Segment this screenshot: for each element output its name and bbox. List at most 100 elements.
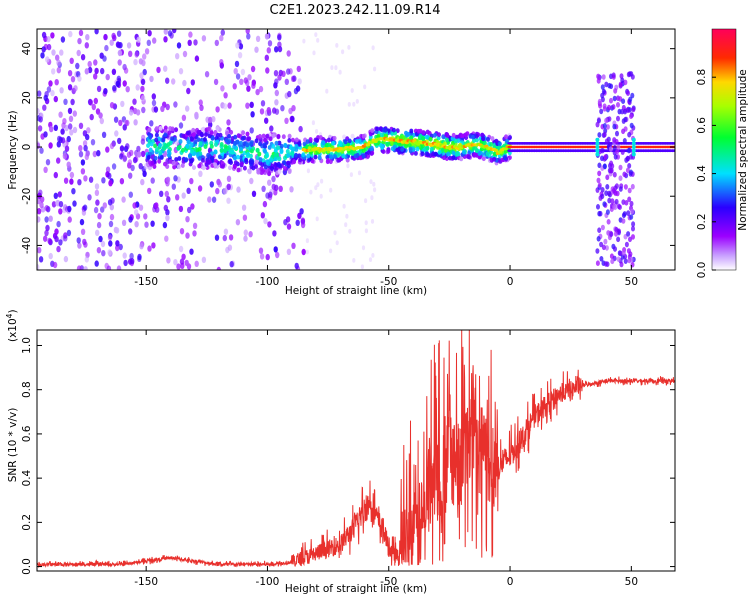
spectral-cell-1623 (170, 126, 175, 132)
spectral-cell-1620 (190, 137, 195, 142)
spectral-cell-266 (128, 172, 133, 179)
spectral-cell-1810 (369, 145, 374, 151)
spectral-cell-1856 (168, 159, 173, 164)
spectral-cell-332 (240, 68, 246, 76)
spectral-cell-176 (128, 216, 133, 223)
spectral-cell-1825 (286, 160, 291, 166)
spectral-cell-161 (38, 256, 44, 263)
spectral-cell-482 (214, 234, 220, 241)
spectral-cell-520 (128, 228, 133, 235)
spectral-cell-1611 (155, 147, 159, 153)
spectral-cell-618 (78, 122, 84, 129)
spectral-cell-1579 (462, 149, 466, 155)
spectral-cell-421 (100, 67, 105, 75)
spectral-cell-400 (235, 73, 241, 80)
spectral-cell-355 (236, 186, 241, 193)
spectral-cell-691 (371, 45, 375, 51)
spectral-cell-561 (83, 145, 88, 152)
spectral-cell-146 (101, 131, 107, 138)
spectral-cell-262 (101, 177, 106, 184)
colorbar-label: Normalized spectral amplitude (737, 69, 749, 230)
spectral-cell-2470 (613, 204, 618, 211)
spectral-cell-1404 (315, 138, 320, 143)
spectral-cell-428 (53, 95, 58, 103)
spectral-cell-1289 (263, 137, 267, 143)
spectral-cell-2461 (610, 258, 615, 265)
spectral-cell-1714 (338, 140, 343, 146)
spectral-cell-1857 (166, 152, 171, 158)
spectral-cell-2279 (612, 95, 617, 102)
spectral-cell-417 (223, 188, 228, 195)
spectral-cell-377 (297, 78, 302, 85)
spectral-cell-474 (107, 199, 113, 206)
spectral-cell-1431 (305, 139, 310, 145)
spectral-cell-2381 (616, 115, 620, 122)
spectral-cell-1831 (337, 151, 342, 157)
spectral-cell-534 (84, 153, 90, 161)
spectral-cell-347 (42, 104, 47, 111)
spectral-cell-312 (98, 112, 103, 119)
spectral-cell-119 (70, 76, 76, 83)
spectral-cell-1794 (421, 130, 426, 135)
spectral-cell-2286 (616, 203, 621, 210)
spectral-cell-139 (37, 263, 40, 270)
spectrogram-y-tick-label-4: 40 (21, 42, 33, 55)
spectral-cell-441 (76, 49, 81, 57)
spectral-cell-575 (140, 138, 146, 145)
spectral-cell-1314 (297, 142, 302, 147)
spectral-cell-2394 (613, 88, 618, 94)
spectral-cell-501 (80, 168, 86, 175)
spectral-cell-165 (144, 221, 149, 228)
spectral-cell-536 (141, 106, 146, 114)
spectral-cell-1397 (275, 145, 280, 151)
spectral-cell-1440 (242, 165, 247, 171)
spectral-cell-2345 (611, 104, 616, 110)
spectral-cell-383 (185, 216, 190, 223)
spectral-cell-361 (44, 229, 49, 237)
spectral-cell-29 (297, 212, 302, 219)
spectral-cell-554 (295, 219, 300, 226)
spectral-cell-619 (106, 265, 112, 270)
spectral-cell-198 (215, 187, 220, 195)
spectral-cell-78 (138, 163, 143, 170)
spectral-cell-1676 (146, 155, 151, 160)
spectral-cell-1834 (206, 152, 211, 158)
spectral-cell-305 (45, 159, 51, 166)
spectral-cell-1670 (375, 126, 380, 132)
spectral-cell-2308 (616, 256, 621, 263)
spectral-cell-374 (141, 59, 146, 67)
spectral-cell-471 (83, 175, 88, 182)
spectral-cell-1612 (407, 143, 412, 148)
spectral-cell-2318 (605, 184, 610, 190)
spectral-cell-511 (173, 175, 178, 182)
spectral-cell-1663 (265, 153, 270, 159)
spectral-cell-1381 (239, 140, 243, 146)
spectral-cell-212 (286, 223, 292, 230)
chart-title: C2E1.2023.242.11.09.R14 (269, 3, 440, 18)
spectral-cell-1896 (294, 152, 298, 158)
spectral-cell-317 (115, 80, 121, 88)
spectral-cell-359 (178, 68, 184, 75)
spectral-cell-2436 (621, 98, 626, 104)
spectral-cell-491 (56, 157, 61, 164)
colorbar-tick-label-0: 0.0 (696, 262, 708, 279)
spectral-cell-290 (235, 219, 241, 226)
spectral-cell-2446 (621, 218, 626, 224)
spectral-cell-42 (175, 53, 180, 60)
spectral-cell-2447 (612, 171, 617, 178)
spectral-cell-621 (258, 247, 264, 254)
spectral-cell-1809 (270, 166, 274, 172)
spectral-cell-418 (267, 40, 273, 47)
spectral-cell-1490 (460, 133, 465, 139)
spectral-cell-313 (181, 192, 186, 199)
spectral-cell-476 (130, 258, 135, 265)
spectral-cell-396 (109, 142, 115, 150)
spectral-cell-688 (352, 258, 356, 263)
spectrogram-x-label: Height of straight line (km) (285, 285, 427, 297)
spectral-cell-2440 (600, 155, 604, 162)
spectral-cell-1932 (336, 149, 341, 153)
spectral-cell-662 (338, 69, 342, 75)
spectral-cell-680 (369, 179, 373, 185)
spectral-cell-2364 (629, 122, 634, 129)
spectral-cell-422 (246, 85, 251, 92)
